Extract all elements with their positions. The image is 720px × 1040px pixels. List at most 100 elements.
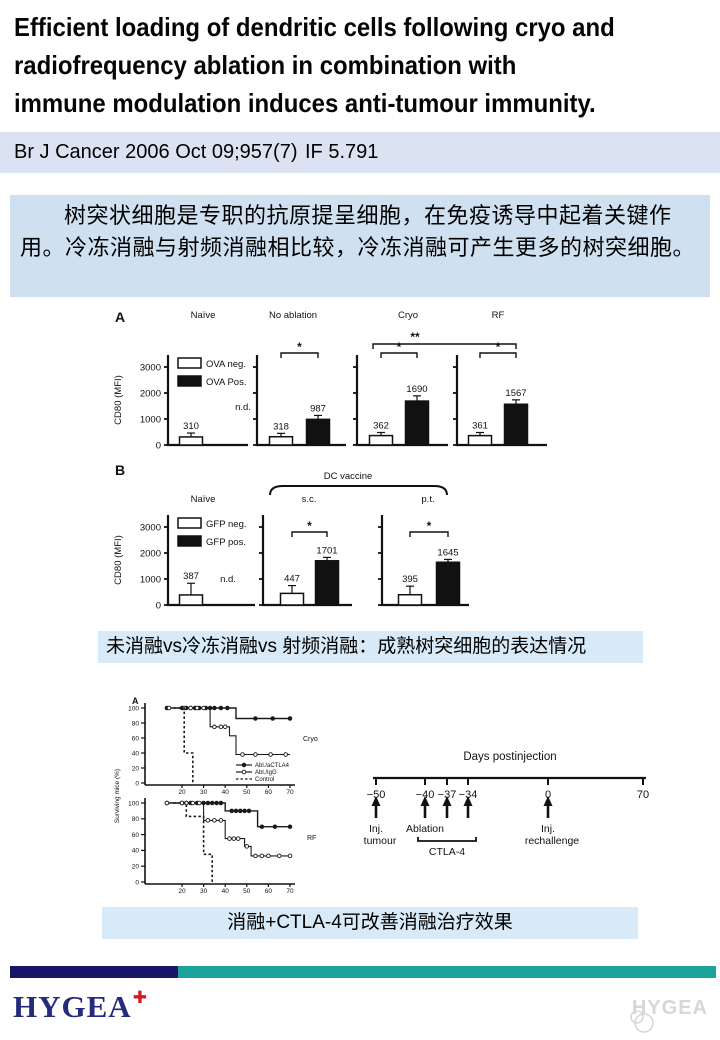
svg-text:Control: Control bbox=[255, 777, 274, 783]
svg-text:Abl./aCTLA4: Abl./aCTLA4 bbox=[255, 763, 290, 769]
title-line-2: radiofrequency ablation in combination w… bbox=[14, 50, 517, 80]
svg-text:70: 70 bbox=[286, 888, 294, 895]
title-line-1: Efficient loading of dendritic cells fol… bbox=[14, 12, 615, 42]
watermark-text: HYGEA bbox=[631, 997, 708, 1019]
svg-text:s.c.: s.c. bbox=[302, 494, 317, 505]
svg-text:GFP pos.: GFP pos. bbox=[206, 537, 246, 548]
svg-text:30: 30 bbox=[200, 789, 208, 796]
svg-text:60: 60 bbox=[132, 735, 140, 742]
svg-text:0: 0 bbox=[135, 879, 139, 886]
figure2-survival-curves: A Surviving mice (%) 0 20 40 60 80 100 20 30 40 50 6… bbox=[114, 696, 318, 895]
svg-text:0: 0 bbox=[156, 601, 161, 612]
svg-text:395: 395 bbox=[402, 574, 418, 585]
svg-text:2000: 2000 bbox=[140, 549, 161, 560]
svg-text:987: 987 bbox=[310, 403, 326, 414]
svg-text:−37: −37 bbox=[438, 789, 457, 801]
svg-text:Days postinjection: Days postinjection bbox=[463, 751, 556, 763]
svg-text:30: 30 bbox=[200, 888, 208, 895]
svg-text:Surviving mice (%): Surviving mice (%) bbox=[114, 769, 121, 823]
svg-text:70: 70 bbox=[286, 789, 294, 796]
summary-text: 树突状细胞是专职的抗原提呈细胞，在免疫诱导中起着关键作用。冷冻消融与射频消融相比… bbox=[20, 203, 696, 260]
svg-text:Cryo: Cryo bbox=[398, 310, 418, 321]
svg-text:Abl./IgG: Abl./IgG bbox=[255, 770, 277, 776]
hygea-logo: HYGEA✚ bbox=[13, 988, 148, 1025]
svg-text:447: 447 bbox=[284, 574, 300, 585]
svg-text:−34: −34 bbox=[459, 789, 478, 801]
svg-text:RF: RF bbox=[307, 835, 316, 842]
svg-text:OVA neg.: OVA neg. bbox=[206, 359, 246, 370]
svg-text:80: 80 bbox=[132, 816, 140, 823]
svg-text:rechallenge: rechallenge bbox=[525, 835, 579, 847]
svg-text:20: 20 bbox=[178, 888, 186, 895]
svg-text:60: 60 bbox=[265, 789, 273, 796]
svg-text:50: 50 bbox=[243, 789, 251, 796]
svg-text:*: * bbox=[307, 519, 312, 533]
svg-text:387: 387 bbox=[183, 571, 199, 582]
svg-text:80: 80 bbox=[132, 720, 140, 727]
svg-text:0: 0 bbox=[156, 441, 161, 452]
svg-text:Ablation: Ablation bbox=[406, 823, 444, 835]
svg-text:20: 20 bbox=[178, 789, 186, 796]
svg-text:Inj.: Inj. bbox=[541, 823, 555, 835]
svg-text:60: 60 bbox=[265, 888, 273, 895]
hygea-logo-text: HYGEA bbox=[13, 989, 132, 1024]
svg-text:40: 40 bbox=[132, 848, 140, 855]
citation-bar: Br J Cancer 2006 Oct 09;957(7) IF 5.791 bbox=[0, 132, 720, 173]
svg-text:CTLA-4: CTLA-4 bbox=[429, 846, 465, 858]
figure1-bar-charts: A CD80 (MFI) 0 1000 2000 3000 Naïve 310 n.d. OVA … bbox=[113, 309, 547, 612]
svg-text:A: A bbox=[132, 696, 139, 706]
footer-bar-teal-decoration bbox=[178, 966, 716, 978]
svg-text:362: 362 bbox=[373, 420, 389, 431]
title-line-3: immune modulation induces anti-tumour im… bbox=[14, 88, 596, 118]
svg-text:tumour: tumour bbox=[364, 835, 397, 847]
svg-text:310: 310 bbox=[183, 421, 199, 432]
watermark: HYGEA bbox=[627, 997, 708, 1033]
svg-text:318: 318 bbox=[273, 421, 289, 432]
svg-text:40: 40 bbox=[222, 888, 230, 895]
svg-text:n.d.: n.d. bbox=[220, 574, 236, 585]
svg-text:Cryo: Cryo bbox=[303, 736, 318, 743]
svg-text:CD80 (MFI): CD80 (MFI) bbox=[113, 535, 124, 585]
svg-text:No ablation: No ablation bbox=[269, 310, 317, 321]
paper-title: Efficient loading of dendritic cells fol… bbox=[14, 8, 720, 122]
svg-text:n.d.: n.d. bbox=[235, 402, 251, 413]
svg-text:1567: 1567 bbox=[505, 388, 526, 399]
svg-text:100: 100 bbox=[128, 705, 139, 712]
footer-bar-navy-decoration bbox=[10, 966, 178, 978]
svg-text:Inj.: Inj. bbox=[369, 823, 383, 835]
svg-text:RF: RF bbox=[492, 310, 505, 321]
svg-text:*: * bbox=[496, 340, 501, 354]
svg-text:2000: 2000 bbox=[140, 389, 161, 400]
svg-text:**: ** bbox=[410, 330, 420, 344]
svg-text:*: * bbox=[397, 340, 402, 354]
svg-text:1000: 1000 bbox=[140, 415, 161, 426]
svg-text:p.t.: p.t. bbox=[421, 494, 434, 505]
svg-text:−50: −50 bbox=[367, 789, 386, 801]
svg-text:60: 60 bbox=[132, 832, 140, 839]
svg-text:100: 100 bbox=[128, 800, 139, 807]
svg-text:GFP neg.: GFP neg. bbox=[206, 519, 247, 530]
svg-text:DC vaccine: DC vaccine bbox=[324, 471, 373, 482]
summary-box: 树突状细胞是专职的抗原提呈细胞，在免疫诱导中起着关键作用。冷冻消融与射频消融相比… bbox=[10, 195, 710, 297]
svg-text:1000: 1000 bbox=[140, 575, 161, 586]
svg-text:*: * bbox=[297, 340, 302, 354]
svg-text:1701: 1701 bbox=[316, 545, 337, 556]
figure2-timeline: Days postinjection−50 −40 −37 −34 0 70Inj.tum… bbox=[364, 751, 649, 858]
svg-text:Naïve: Naïve bbox=[191, 494, 216, 505]
svg-text:B: B bbox=[115, 462, 125, 478]
svg-text:3000: 3000 bbox=[140, 363, 161, 374]
svg-text:50: 50 bbox=[243, 888, 251, 895]
svg-text:A: A bbox=[115, 309, 125, 325]
figure2-caption: 消融+CTLA-4可改善消融治疗效果 bbox=[102, 907, 638, 939]
svg-text:Naïve: Naïve bbox=[191, 310, 216, 321]
svg-text:40: 40 bbox=[132, 750, 140, 757]
citation-text: Br J Cancer 2006 Oct 09;957(7) bbox=[14, 141, 298, 163]
svg-text:0: 0 bbox=[545, 789, 551, 801]
impact-factor: IF 5.791 bbox=[305, 141, 379, 163]
svg-text:OVA Pos.: OVA Pos. bbox=[206, 377, 246, 388]
svg-text:−40: −40 bbox=[416, 789, 435, 801]
svg-text:*: * bbox=[427, 519, 432, 533]
svg-text:1690: 1690 bbox=[406, 384, 427, 395]
svg-text:3000: 3000 bbox=[140, 523, 161, 534]
